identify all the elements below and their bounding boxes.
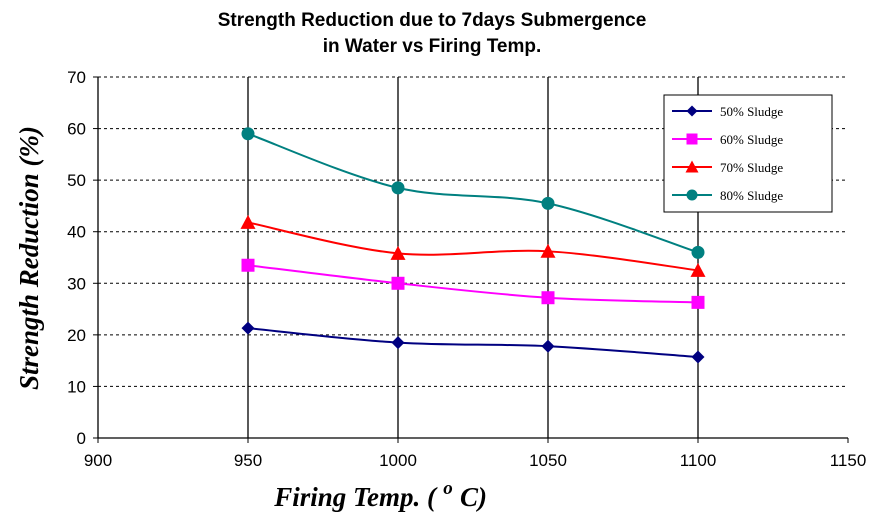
chart-title-line-1: Strength Reduction due to 7days Submerge…: [218, 10, 647, 31]
data-point-50-sludge: [541, 339, 555, 353]
x-tick-label: 1150: [830, 451, 867, 470]
legend-label-70-sludge: 70% Sludge: [720, 160, 783, 175]
legend-marker-80-sludge: [686, 189, 698, 201]
data-point-60-sludge: [241, 258, 255, 272]
data-point-70-sludge: [240, 214, 256, 229]
data-point-80-sludge: [691, 245, 705, 259]
data-point-60-sludge: [391, 276, 405, 290]
y-tick-label: 0: [77, 429, 86, 448]
data-point-60-sludge: [541, 291, 555, 305]
legend: 50% Sludge 60% Sludge 70% Sludge 80% Sludge: [663, 94, 833, 213]
series-line-80-sludge: [247, 132, 699, 254]
legend-label-60-sludge: 60% Sludge: [720, 132, 783, 147]
legend-label-80-sludge: 80% Sludge: [720, 188, 783, 203]
series-line-60-sludge: [247, 264, 699, 304]
data-point-80-sludge: [391, 181, 405, 195]
x-axis-label-unit: C): [460, 482, 487, 512]
data-point-80-sludge: [541, 196, 555, 210]
x-axis-label: Firing Temp. (: [273, 482, 438, 512]
x-tick-label: 950: [234, 451, 262, 470]
x-tick-label: 1000: [379, 451, 417, 470]
data-point-70-sludge: [390, 245, 406, 260]
data-point-70-sludge: [540, 243, 556, 258]
y-tick-label: 60: [67, 120, 86, 139]
y-tick-label: 30: [67, 274, 86, 293]
x-axis-label-degree: o: [443, 478, 453, 499]
x-tick-label: 1100: [680, 451, 717, 470]
y-tick-label: 50: [67, 171, 86, 190]
legend-marker-70-sludge: [685, 160, 699, 173]
y-tick-label: 20: [67, 326, 86, 345]
legend-marker-50-sludge: [686, 105, 698, 117]
x-tick-label: 900: [84, 451, 112, 470]
data-point-80-sludge: [241, 127, 255, 141]
y-tick-label: 70: [67, 68, 86, 87]
y-tick-label: 10: [67, 377, 86, 396]
y-axis-label: Strength Reduction (%): [14, 126, 44, 390]
legend-marker-60-sludge: [686, 133, 698, 145]
series-line-70-sludge: [247, 221, 699, 272]
series-line-50-sludge: [247, 327, 699, 359]
data-point-60-sludge: [691, 295, 705, 309]
data-point-70-sludge: [690, 262, 706, 277]
data-point-50-sludge: [391, 336, 405, 350]
legend-label-50-sludge: 50% Sludge: [720, 104, 783, 119]
data-point-50-sludge: [241, 321, 255, 335]
y-tick-label: 40: [67, 223, 86, 242]
x-tick-label: 1050: [529, 451, 567, 470]
plot-area: 0 10 20 30 40 50 60 70 900 950 1000 1050 1100 1150: [67, 68, 866, 470]
data-point-50-sludge: [691, 350, 705, 364]
chart-title-line-2: in Water vs Firing Temp.: [323, 36, 542, 57]
